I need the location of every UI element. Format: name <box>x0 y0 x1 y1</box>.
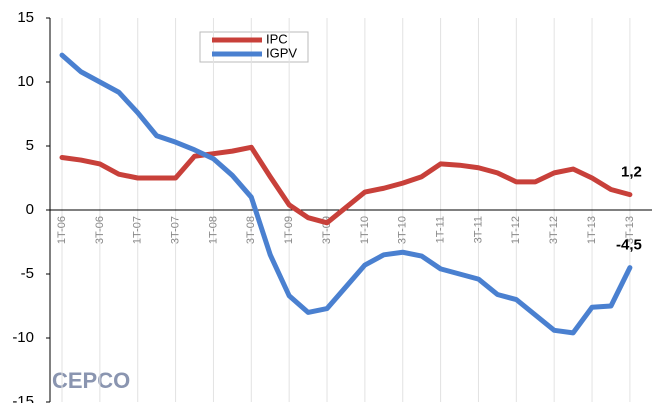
x-tick-label: 3T-06 <box>94 216 106 244</box>
legend-label: IGPV <box>266 45 297 60</box>
legend-label: IPC <box>266 31 288 46</box>
x-tick-label: 3T-11 <box>472 216 484 243</box>
y-tick-label: 5 <box>26 137 34 154</box>
x-tick-label: 1T-06 <box>56 216 68 244</box>
x-tick-label: 3T-08 <box>245 216 257 244</box>
series-line <box>59 52 633 336</box>
y-tick-label: 10 <box>17 73 34 90</box>
data-label: -4,5 <box>616 237 642 254</box>
x-tick-label: 3T-07 <box>169 216 181 244</box>
x-tick-label: 1T-10 <box>359 216 371 244</box>
y-tick-label: -10 <box>12 329 34 346</box>
logo: CEPCO <box>52 368 130 393</box>
x-tick-label: 1T-11 <box>435 216 447 243</box>
y-tick-label: -15 <box>12 393 34 403</box>
x-tick-label: 1T-12 <box>510 216 522 244</box>
x-tick-label: 1T-08 <box>207 216 219 244</box>
x-tick-label: 1T-13 <box>586 216 598 244</box>
x-tick-label: 3T-10 <box>397 216 409 244</box>
series-line <box>59 144 633 226</box>
y-tick-label: 0 <box>26 201 34 218</box>
x-tick-label: 3T-12 <box>548 216 560 244</box>
data-label: 1,2 <box>621 164 642 181</box>
x-tick-label: 1T-09 <box>283 216 295 244</box>
legend-box <box>199 31 309 63</box>
y-tick-label: 15 <box>17 9 34 26</box>
x-tick-label: 1T-07 <box>132 216 144 244</box>
y-tick-label: -5 <box>21 265 34 282</box>
x-tick-label: 3T-13 <box>624 216 636 244</box>
